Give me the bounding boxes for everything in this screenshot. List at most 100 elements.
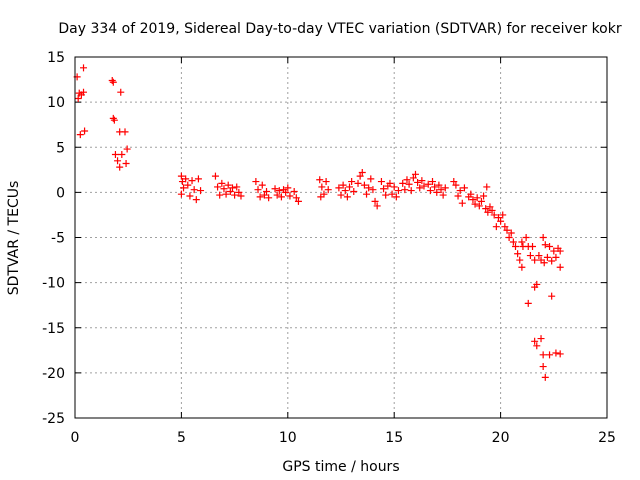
x-tick-label: 5 [177,430,186,446]
data-point [488,206,496,214]
data-point [290,187,298,195]
data-point [529,243,537,251]
data-point [216,191,224,199]
data-point [490,211,498,219]
data-point [501,223,509,231]
data-point [122,159,130,167]
data-point [343,193,351,201]
y-tick-label: -25 [42,411,65,427]
data-point [80,64,88,72]
data-point [337,191,345,199]
data-point [556,247,564,255]
data-point [346,183,354,191]
data-point [543,253,551,261]
data-point [177,172,185,180]
data-point [524,299,532,307]
y-tick-label: 0 [56,185,65,201]
data-point [254,186,262,194]
data-point [111,150,119,158]
data-point [548,257,556,265]
data-point [516,256,524,264]
data-point [548,292,556,300]
data-point [473,194,481,202]
data-point [177,190,185,198]
data-point [435,181,443,189]
data-point [109,114,117,122]
data-point [118,150,126,158]
data-point [322,178,330,186]
data-point [392,193,400,201]
data-point [363,190,371,198]
data-point [526,252,534,260]
data-point [518,263,526,271]
data-point [550,247,558,255]
data-point [499,211,507,219]
data-point [450,178,458,186]
data-point [273,191,281,199]
data-point [367,175,375,183]
data-point [184,181,192,189]
y-tick-label: 5 [56,140,65,156]
data-point [482,205,490,213]
data-point [218,179,226,187]
data-point [121,128,129,136]
data-point [235,188,243,196]
data-point [377,178,385,186]
data-point [388,190,396,198]
data-point [265,194,273,202]
data-point [231,191,239,199]
data-point [263,187,271,195]
data-point [365,184,373,192]
data-point [258,181,266,189]
data-point [109,78,117,86]
y-tick-label: -20 [42,366,65,382]
data-point [546,243,554,251]
data-point [324,186,332,194]
data-point [394,187,402,195]
data-point [546,351,554,359]
data-point [511,243,519,251]
data-point [531,337,539,345]
data-point [350,187,358,195]
data-point [373,202,381,210]
data-point [292,194,300,202]
data-point [188,177,196,185]
data-point [316,176,324,184]
data-point [418,177,426,185]
data-point [407,187,415,195]
y-tick-label: -10 [42,276,65,292]
data-point [233,183,241,191]
data-point [533,342,541,350]
data-point [431,183,439,191]
data-point [335,184,343,192]
data-point [80,88,88,96]
x-tick-label: 25 [598,430,616,446]
data-point [433,188,441,196]
data-point [486,203,494,211]
data-point [539,351,547,359]
data-point [180,184,188,192]
data-point [237,192,245,200]
data-point [452,181,460,189]
data-point [409,174,417,182]
data-point [552,349,560,357]
data-point [197,187,205,195]
data-point [514,250,522,258]
data-point [81,127,89,135]
data-point [76,131,84,139]
data-point [186,192,194,200]
data-point [475,202,483,210]
data-point [182,175,190,183]
data-point [108,76,116,84]
data-point [439,191,447,199]
data-point [518,238,526,246]
data-point [531,283,539,291]
data-point [424,180,432,188]
data-point [220,185,228,193]
data-point [458,199,466,207]
data-point [522,234,530,241]
data-point [556,350,564,358]
data-point [369,186,377,194]
tick-labels: 0 5 10 15 20 25 15 10 5 0 -5 -10 -15 -20 -25 [42,50,616,446]
